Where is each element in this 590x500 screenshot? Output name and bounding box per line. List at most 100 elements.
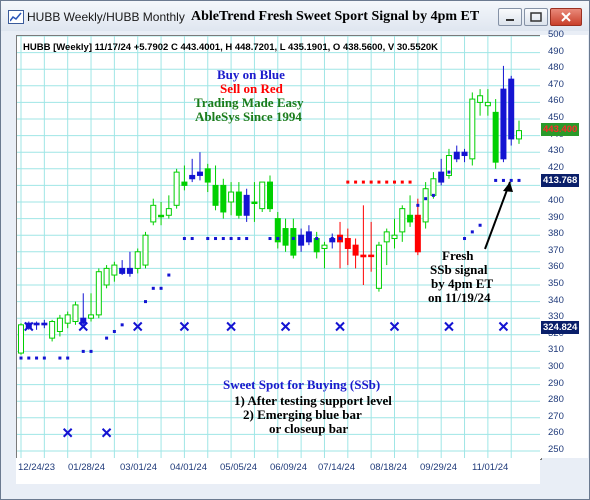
info-line: HUBB [Weekly] 11/17/24 +5.7902 C 443.400…	[23, 42, 439, 53]
candle-body	[212, 184, 219, 206]
candle-body	[399, 208, 406, 233]
chart-plot-area[interactable]: HUBB [Weekly] 11/17/24 +5.7902 C 443.400…	[16, 35, 542, 460]
annotation-sell: Sell on Red	[220, 81, 283, 96]
date-axis: 12/24/23 01/28/24 03/01/24 04/01/24 05/05/24…	[16, 458, 540, 484]
candle-body	[484, 101, 491, 107]
stop-dot	[214, 237, 218, 241]
candle-body	[453, 151, 460, 160]
candle-body	[33, 322, 40, 326]
price-tick-label: 420	[548, 161, 564, 173]
stop-dot	[81, 349, 85, 353]
minimize-icon	[499, 9, 521, 25]
candle-body	[313, 238, 320, 253]
candle-body	[150, 204, 157, 223]
candle-body	[422, 188, 429, 223]
candle-body	[189, 174, 196, 180]
candle-body	[407, 214, 414, 223]
stop-dot	[517, 178, 521, 182]
maximize-button[interactable]	[524, 8, 548, 26]
price-tick-label: 450	[548, 112, 564, 123]
price-tick-label: 290	[548, 377, 564, 389]
annotation-fresh-2: SSb signal	[430, 262, 488, 277]
candle-body	[64, 314, 71, 324]
signal-arrowhead	[503, 182, 513, 192]
signal-arrow	[484, 181, 511, 250]
stop-dot	[42, 356, 46, 360]
stop-dot	[447, 170, 451, 174]
candle-body	[516, 130, 522, 140]
price-tick-label: 430	[548, 145, 564, 157]
stop-dot	[315, 237, 319, 241]
stop-dot	[330, 237, 334, 241]
x-marker	[133, 321, 143, 332]
stop-dot	[144, 300, 147, 304]
candle-body	[469, 98, 476, 160]
candle-body	[344, 238, 351, 249]
stop-dot	[237, 237, 241, 241]
price-tick-label: 250	[548, 444, 564, 455]
stop-dot	[229, 237, 233, 241]
stop-dot	[89, 349, 93, 353]
stop-dot	[151, 286, 155, 290]
price-tick-label: 300	[548, 361, 564, 372]
stop-dot	[400, 180, 404, 184]
candle-body	[267, 181, 273, 210]
x-marker	[444, 321, 454, 332]
window-title: AbleTrend Fresh Sweet Sport Signal by 4p…	[191, 9, 480, 24]
date-tick-label: 06/09/24	[270, 462, 307, 473]
stop-dot	[408, 180, 412, 184]
stop-dot	[431, 193, 435, 197]
price-tick-label: 400	[548, 195, 564, 206]
date-tick-label: 11/01/24	[472, 462, 509, 473]
x-marker	[78, 321, 88, 332]
candle-body	[352, 244, 359, 256]
annotation-sweet-1: 1) After testing support level	[234, 393, 392, 408]
annotation-sweet-2: 2) Emerging blue bar	[243, 407, 362, 422]
minimize-button[interactable]	[498, 8, 522, 26]
candle-body	[414, 214, 421, 253]
x-marker	[226, 321, 236, 332]
date-tick-label: 04/01/24	[170, 462, 207, 473]
stop-dot	[354, 180, 358, 184]
close-button[interactable]	[550, 8, 582, 26]
price-tick-label: 280	[548, 394, 564, 406]
stop-dot	[369, 180, 373, 184]
annotation-fresh-1: Fresh	[442, 248, 474, 263]
candle-body	[196, 171, 203, 176]
tab-weekly-monthly[interactable]: HUBB Weekly/HUBB Monthly	[27, 10, 185, 24]
stop-dot	[299, 237, 303, 241]
date-tick-label: 09/29/24	[420, 462, 457, 473]
stop-dot	[66, 356, 70, 360]
annotation-since: AbleSys Since 1994	[195, 109, 302, 124]
candle-body	[290, 228, 297, 256]
stop-dot	[120, 323, 124, 327]
date-tick-label: 01/28/24	[68, 462, 105, 473]
stop-dot	[276, 237, 280, 241]
candle-body	[49, 321, 56, 339]
price-tick-label: 360	[548, 261, 564, 273]
candle-body	[41, 322, 48, 326]
x-marker	[62, 428, 73, 438]
x-marker	[179, 321, 190, 332]
stop-dot	[268, 237, 272, 241]
candle-body	[142, 234, 149, 266]
stop-dot	[338, 237, 342, 241]
stop-dot	[221, 237, 225, 241]
stop-dot	[377, 180, 381, 184]
candle-body	[119, 267, 126, 274]
x-marker	[498, 321, 509, 332]
candle-body	[383, 231, 390, 243]
price-tick-label: 390	[548, 211, 564, 223]
date-tick-label: 12/24/23	[18, 462, 55, 473]
stop-dot	[307, 237, 311, 241]
price-tick-label: 480	[548, 62, 564, 74]
annotation-easy: Trading Made Easy	[194, 95, 304, 110]
candle-body	[251, 201, 258, 204]
stop-dot	[105, 336, 109, 340]
candle-body	[492, 111, 499, 163]
stop-dot	[346, 180, 350, 184]
price-tick-label: 330	[548, 311, 564, 323]
price-chart	[17, 36, 541, 459]
candle-body	[282, 228, 289, 246]
candle-body	[173, 171, 180, 206]
